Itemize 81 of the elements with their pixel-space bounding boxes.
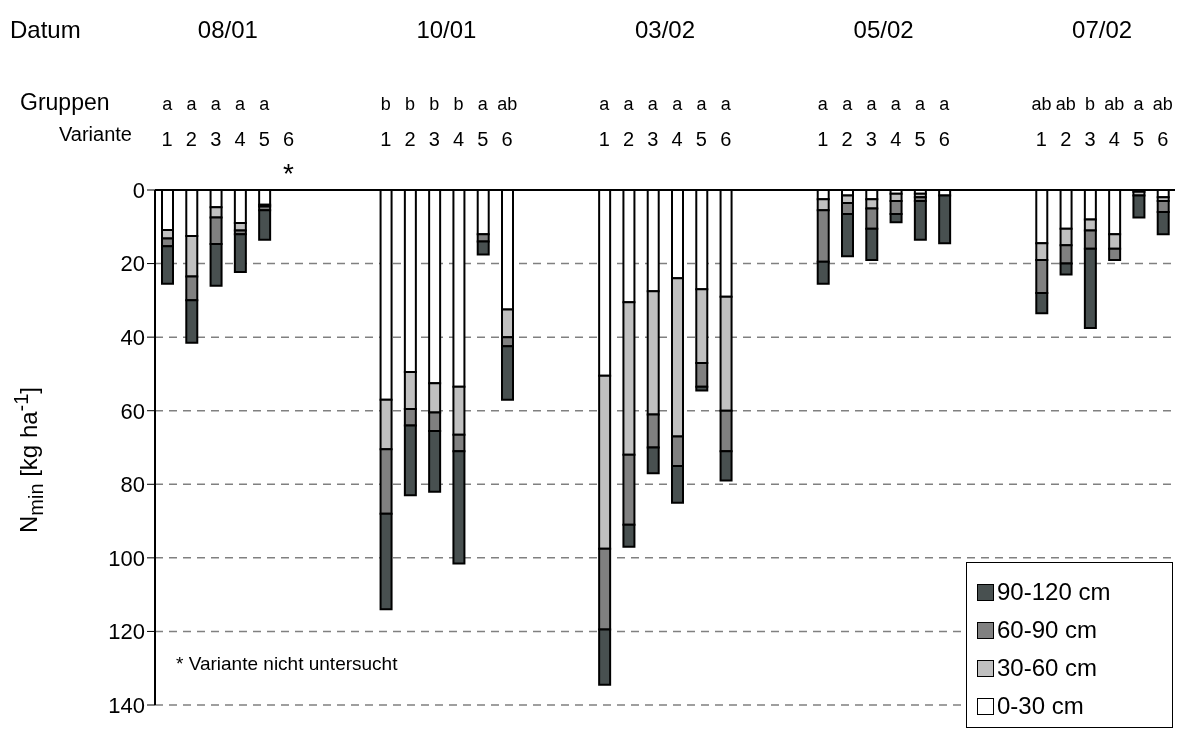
legend-label: 60-90 cm <box>997 616 1098 644</box>
text: a <box>889 94 902 115</box>
text: Datum <box>10 16 81 44</box>
x-tick-label: 1 <box>1035 128 1047 150</box>
x-tick-label: 5 <box>695 128 707 150</box>
text: a <box>914 94 926 115</box>
text: * <box>282 158 295 190</box>
text: b <box>452 94 465 115</box>
y-tick-label: 40 <box>120 324 145 350</box>
text: a <box>695 94 708 115</box>
x-tick-label: 4 <box>671 128 683 150</box>
text: a <box>938 94 951 115</box>
x-tick-label: 4 <box>1108 128 1120 150</box>
x-tick-label: 6 <box>1157 128 1169 150</box>
text: ab <box>1103 94 1126 115</box>
x-tick-label: 2 <box>841 128 853 150</box>
x-tick-label: 2 <box>1060 128 1072 150</box>
x-tick-label: 3 <box>865 128 877 150</box>
y-tick-label: 140 <box>108 692 145 718</box>
x-tick-label: 1 <box>817 128 829 150</box>
x-tick-label: 5 <box>914 128 926 150</box>
text: Gruppen <box>20 89 110 116</box>
x-tick-label: 3 <box>428 128 440 150</box>
text: ab <box>496 94 519 115</box>
text: a <box>185 94 198 115</box>
x-tick-label: 6 <box>720 128 732 150</box>
text: a <box>209 94 222 115</box>
text: a <box>161 94 174 115</box>
text: Variante <box>58 123 132 146</box>
y-tick-label: 20 <box>120 251 145 277</box>
text: b <box>1084 94 1095 114</box>
text: a <box>622 94 635 115</box>
y-tick-label: 80 <box>120 472 145 498</box>
x-tick-label: 5 <box>258 128 270 150</box>
y-tick-label: 120 <box>108 619 145 645</box>
x-tick-label: 1 <box>380 128 392 150</box>
x-tick-label: 6 <box>938 128 950 150</box>
text: a <box>234 94 246 115</box>
text: a <box>841 94 854 115</box>
text: 05/02 <box>852 16 915 44</box>
text: ab <box>1031 94 1052 114</box>
x-tick-label: 4 <box>453 128 465 150</box>
x-tick-label: 1 <box>161 128 173 150</box>
legend-label: 90-120 cm <box>997 578 1111 606</box>
x-tick-label: 3 <box>210 128 222 150</box>
text: a <box>719 94 732 115</box>
text: ab <box>1055 94 1076 114</box>
text: a <box>258 94 271 115</box>
x-tick-label: 3 <box>1084 128 1096 150</box>
text: a <box>477 94 488 114</box>
text: a <box>671 94 684 115</box>
text: 08/01 <box>196 16 259 44</box>
text: a <box>865 94 878 115</box>
text: 03/02 <box>633 16 697 44</box>
text: a <box>1133 94 1144 114</box>
x-tick-label: 3 <box>647 128 659 150</box>
y-tick-label: 0 <box>132 177 145 203</box>
x-tick-label: 4 <box>890 128 902 150</box>
annotation: * Variante nicht untersucht <box>176 653 398 675</box>
text: ab <box>1151 94 1174 115</box>
x-tick-label: 2 <box>623 128 635 150</box>
x-tick-label: 2 <box>404 128 416 150</box>
text: a <box>598 94 611 115</box>
legend-label: 0-30 cm <box>997 692 1084 720</box>
x-tick-label: 5 <box>1133 128 1145 150</box>
text: b <box>428 94 441 115</box>
text: 10/01 <box>415 16 478 44</box>
text: 07/02 <box>1071 16 1134 44</box>
text: a <box>816 94 829 115</box>
text: b <box>379 94 392 115</box>
legend-label: 30-60 cm <box>997 654 1098 682</box>
x-tick-label: 6 <box>501 128 513 150</box>
x-tick-label: 4 <box>234 128 246 150</box>
x-tick-label: 6 <box>283 128 295 150</box>
x-tick-label: 2 <box>185 128 197 150</box>
x-tick-label: 5 <box>477 128 489 150</box>
y-tick-label: 60 <box>120 398 145 424</box>
text: b <box>404 94 416 115</box>
y-tick-label: 100 <box>108 545 145 571</box>
x-tick-label: 1 <box>598 128 610 150</box>
text: a <box>646 94 659 115</box>
